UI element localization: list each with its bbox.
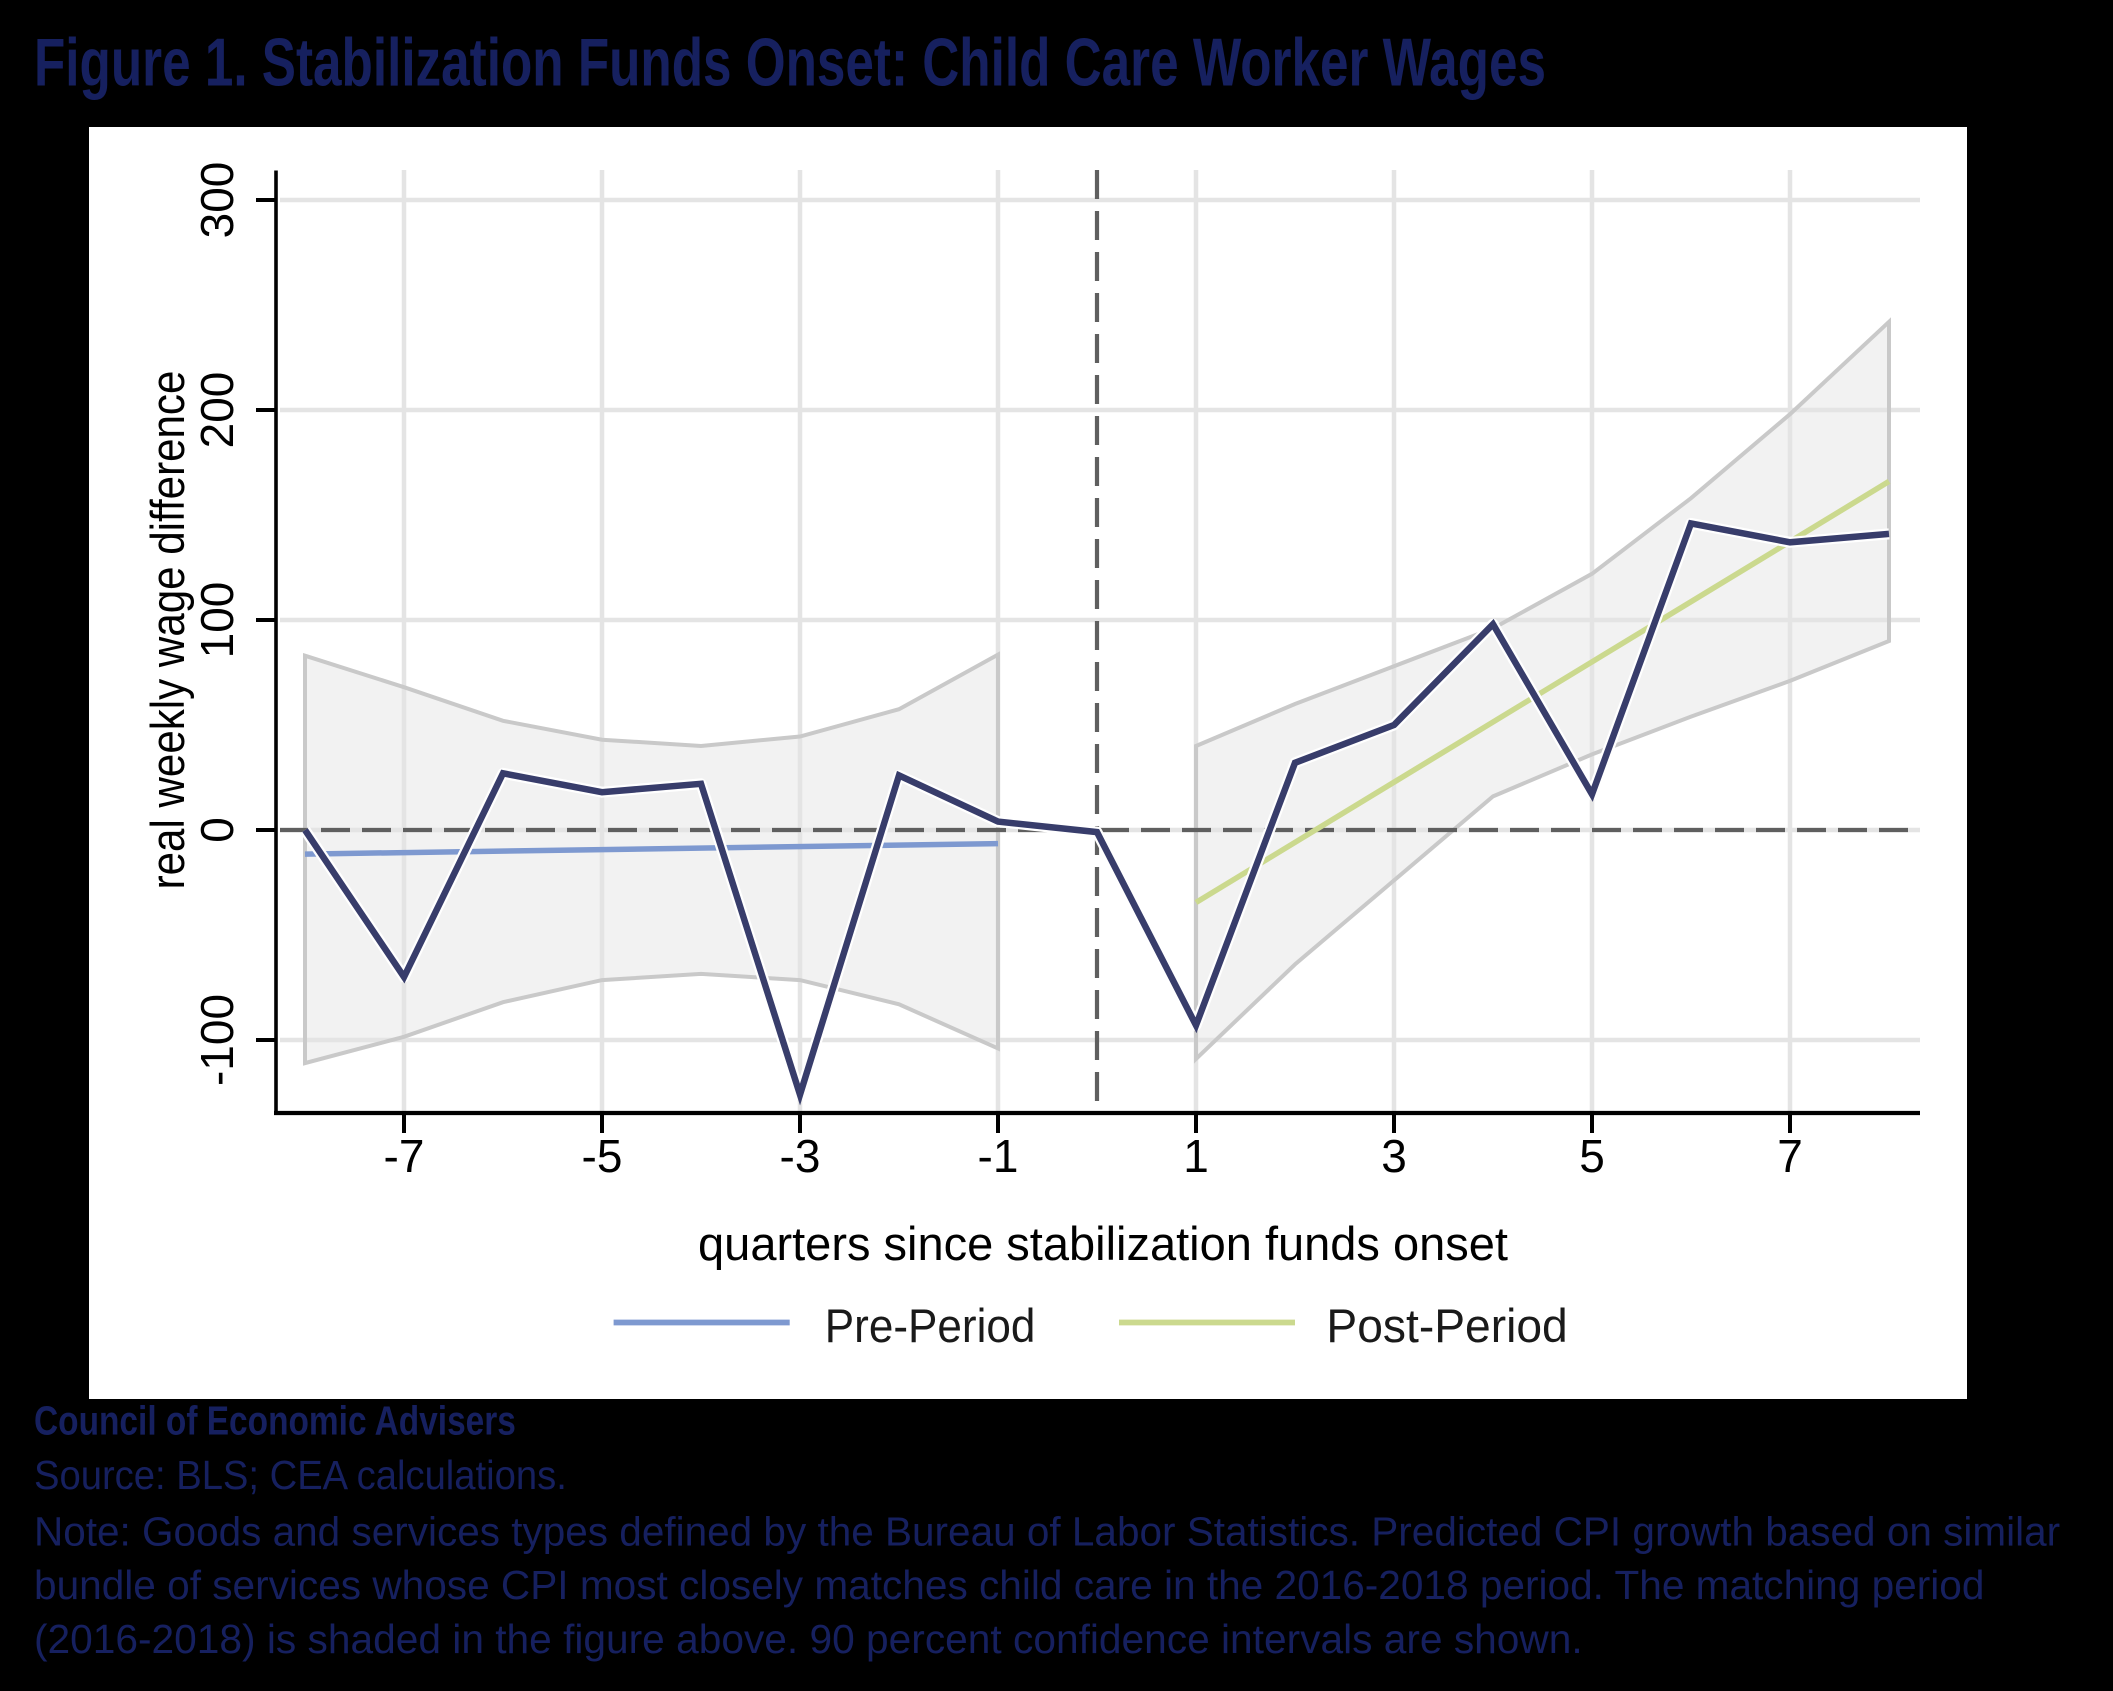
svg-text:200: 200 (191, 372, 243, 449)
svg-text:Council of Economic Advisers: Council of Economic Advisers (34, 1397, 516, 1443)
svg-text:(2016-2018) is shaded in the f: (2016-2018) is shaded in the figure abov… (34, 1616, 1583, 1662)
svg-text:5: 5 (1579, 1130, 1605, 1182)
svg-text:Source: BLS; CEA calculations.: Source: BLS; CEA calculations. (34, 1453, 567, 1499)
svg-text:bundle of services whose CPI m: bundle of services whose CPI most closel… (34, 1562, 1984, 1608)
svg-text:-7: -7 (384, 1130, 425, 1182)
svg-text:Post-Period: Post-Period (1326, 1300, 1567, 1352)
svg-text:100: 100 (191, 582, 243, 659)
svg-text:3: 3 (1381, 1130, 1407, 1182)
svg-text:300: 300 (191, 162, 243, 239)
svg-text:-1: -1 (978, 1130, 1019, 1182)
svg-text:-3: -3 (780, 1130, 821, 1182)
svg-text:7: 7 (1777, 1130, 1803, 1182)
svg-text:0: 0 (191, 817, 243, 843)
svg-text:-100: -100 (191, 994, 243, 1086)
svg-text:-5: -5 (582, 1130, 623, 1182)
svg-text:1: 1 (1183, 1130, 1209, 1182)
svg-text:real weekly wage difference: real weekly wage difference (143, 371, 195, 890)
svg-text:Figure 1. Stabilization Funds: Figure 1. Stabilization Funds Onset: Chi… (34, 23, 1546, 100)
svg-text:quarters since stabilization f: quarters since stabilization funds onset (698, 1217, 1508, 1270)
svg-text:Pre-Period: Pre-Period (825, 1300, 1036, 1353)
svg-text:Note: Goods and services types: Note: Goods and services types defined b… (34, 1508, 2060, 1554)
